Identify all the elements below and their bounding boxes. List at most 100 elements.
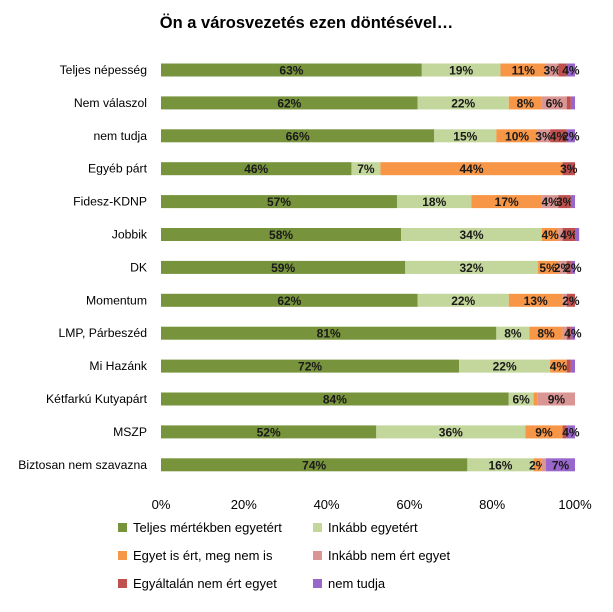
legend-label: Teljes mértékben egyetért — [133, 520, 282, 535]
bar-segment — [161, 359, 460, 373]
data-label: 2% — [562, 129, 580, 143]
data-label: 19% — [449, 64, 473, 78]
data-label: 4% — [550, 360, 568, 374]
bar-segment — [161, 129, 435, 143]
category-label: Kétfarkú Kutyapárt — [46, 392, 148, 406]
category-label: nem tudja — [93, 129, 147, 143]
bar-segment — [496, 326, 530, 340]
bar-segment — [566, 293, 575, 307]
legend-label: Inkább egyetért — [328, 520, 418, 535]
data-label: 4% — [564, 327, 582, 341]
legend-item: Teljes mértékben egyetért — [118, 520, 282, 535]
bar-segment — [537, 260, 559, 274]
bar-segment — [550, 129, 567, 143]
data-label: 84% — [323, 393, 347, 407]
bar-segment — [537, 392, 575, 406]
legend-swatch — [313, 523, 322, 532]
bar-segment — [376, 425, 526, 439]
legend-swatch — [118, 551, 127, 560]
x-tick-label: 60% — [396, 497, 422, 512]
data-label: 2% — [562, 294, 580, 308]
data-label: 4% — [550, 129, 568, 143]
bar-segment — [500, 63, 547, 77]
bar-segment — [471, 195, 542, 209]
category-label: DK — [130, 260, 147, 274]
x-tick-label: 80% — [479, 497, 505, 512]
data-label: 10% — [505, 129, 529, 143]
legend-item: Egyáltalán nem ért egyet — [118, 576, 277, 591]
legend-swatch — [313, 551, 322, 560]
data-label: 22% — [493, 360, 517, 374]
data-label: 2% — [564, 261, 582, 275]
bar-segment — [161, 326, 497, 340]
bar-segment — [566, 425, 575, 439]
legend-item: nem tudja — [313, 576, 385, 591]
bar-segment — [570, 195, 575, 209]
bar-segment — [496, 129, 538, 143]
bar-segment — [508, 392, 534, 406]
data-label: 8% — [537, 327, 555, 341]
data-label: 11% — [512, 64, 536, 78]
bar-segment — [558, 63, 567, 77]
data-label: 62% — [277, 96, 301, 110]
legend-label: nem tudja — [328, 576, 386, 591]
data-label: 7% — [552, 458, 570, 472]
category-label: Egyéb párt — [88, 162, 148, 176]
data-label: 7% — [357, 162, 375, 176]
bar-segment — [533, 458, 542, 472]
category-label: LMP, Párbeszéd — [58, 326, 147, 340]
data-label: 34% — [459, 228, 483, 242]
data-label: 16% — [488, 458, 512, 472]
bar-segment — [558, 228, 563, 241]
data-label: 36% — [439, 425, 463, 439]
bar-segment — [566, 63, 575, 77]
bar-segment — [541, 96, 567, 110]
bar-segment — [529, 326, 563, 340]
data-label: 46% — [244, 162, 268, 176]
bar-segment — [562, 326, 567, 340]
x-tick-label: 20% — [231, 497, 257, 512]
bar-segment — [541, 195, 559, 209]
data-label: 6% — [513, 393, 531, 407]
data-label: 22% — [451, 96, 475, 110]
bar-segment — [550, 359, 567, 373]
data-label: 9% — [548, 393, 566, 407]
bar-segment — [161, 96, 418, 110]
category-label: Momentum — [86, 293, 147, 307]
bars-layer: 63% 19% 11% 3% 4%62% 22% 8% 6%66% 15% 10% 3%4%2%46… — [161, 63, 582, 472]
x-axis: 0% 20% 40% 60% 80% 100% — [152, 497, 592, 512]
data-label: 5% — [539, 261, 557, 275]
legend-swatch — [118, 579, 127, 588]
data-label: 57% — [267, 195, 291, 209]
data-label: 3% — [544, 64, 562, 78]
data-label: 3% — [556, 195, 574, 209]
data-label: 3% — [535, 129, 553, 143]
legend-label: Egyet is ért, meg nem is — [133, 548, 273, 563]
category-label: Biztosan nem szavazna — [18, 458, 147, 472]
stacked-bar-chart: 63% 19% 11% 3% 4%62% 22% 8% 6%66% 15% 10% 3%4%2%46… — [18, 63, 592, 512]
bar-segment — [161, 228, 402, 241]
bar-segment — [405, 260, 538, 274]
x-tick-label: 40% — [314, 497, 340, 512]
data-label: 3% — [560, 162, 578, 176]
bar-segment — [161, 63, 422, 77]
bar-segment — [533, 392, 538, 406]
legend-swatch — [118, 523, 127, 532]
data-label: 66% — [286, 129, 310, 143]
bar-segment — [570, 359, 575, 373]
bar-segment — [417, 96, 509, 110]
bar-segment — [541, 228, 559, 241]
bar-segment — [161, 162, 352, 176]
data-label: 15% — [453, 129, 477, 143]
bar-segment — [562, 228, 575, 241]
x-tick-label: 100% — [558, 497, 592, 512]
legend-label: Inkább nem ért egyet — [328, 548, 451, 563]
bar-segment — [467, 458, 534, 472]
bar-segment — [566, 359, 571, 373]
bar-segment — [508, 96, 542, 110]
bar-segment — [541, 458, 547, 472]
bar-segment — [558, 195, 571, 209]
data-label: 4% — [562, 425, 580, 439]
data-label: 4% — [541, 195, 559, 209]
legend-item: Inkább egyetért — [313, 520, 418, 535]
